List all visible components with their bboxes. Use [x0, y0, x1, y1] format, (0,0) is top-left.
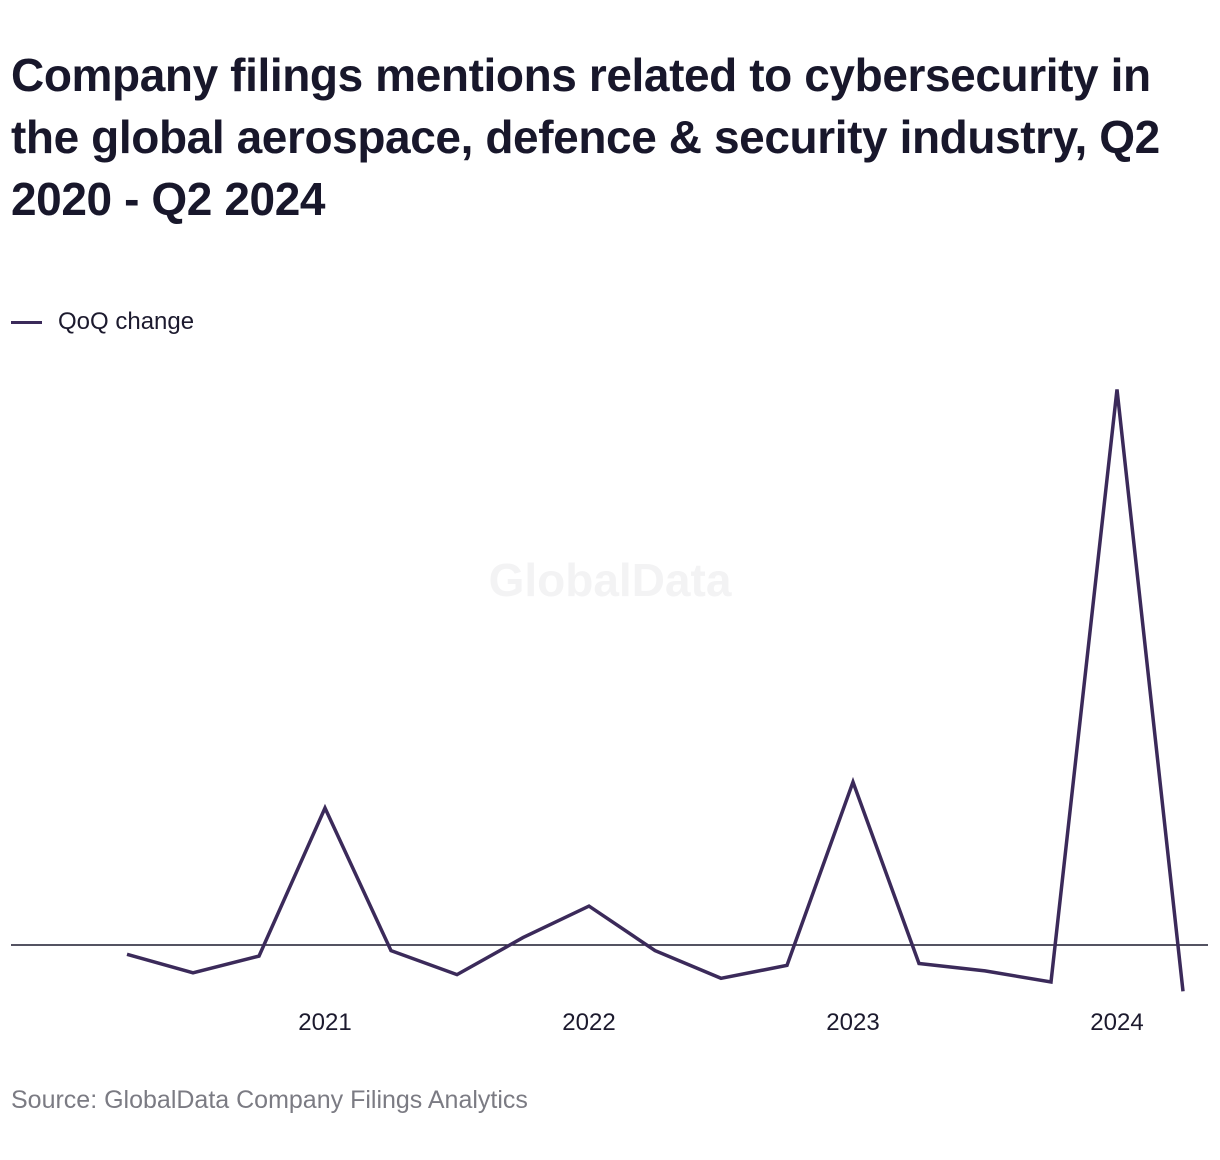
x-axis-ticks: 2021 2022 2023 2024: [298, 1009, 1143, 1036]
legend-label-qoq-change: QoQ change: [58, 308, 195, 335]
series-line-qoq-change: [126, 389, 1185, 992]
x-tick-label-2022: 2022: [562, 1009, 615, 1036]
chart-title: Company filings mentions related to cybe…: [11, 49, 1160, 225]
x-tick-label-2023: 2023: [826, 1009, 879, 1036]
x-tick-label-2024: 2024: [1090, 1009, 1143, 1036]
x-tick-label-2021: 2021: [298, 1009, 351, 1036]
legend-swatch-qoq-change: [11, 320, 42, 324]
source-note: Source: GlobalData Company Filings Analy…: [11, 1086, 528, 1114]
series-layer: [126, 389, 1185, 992]
legend: QoQ change: [11, 307, 194, 337]
watermark: GlobalData: [489, 554, 732, 606]
